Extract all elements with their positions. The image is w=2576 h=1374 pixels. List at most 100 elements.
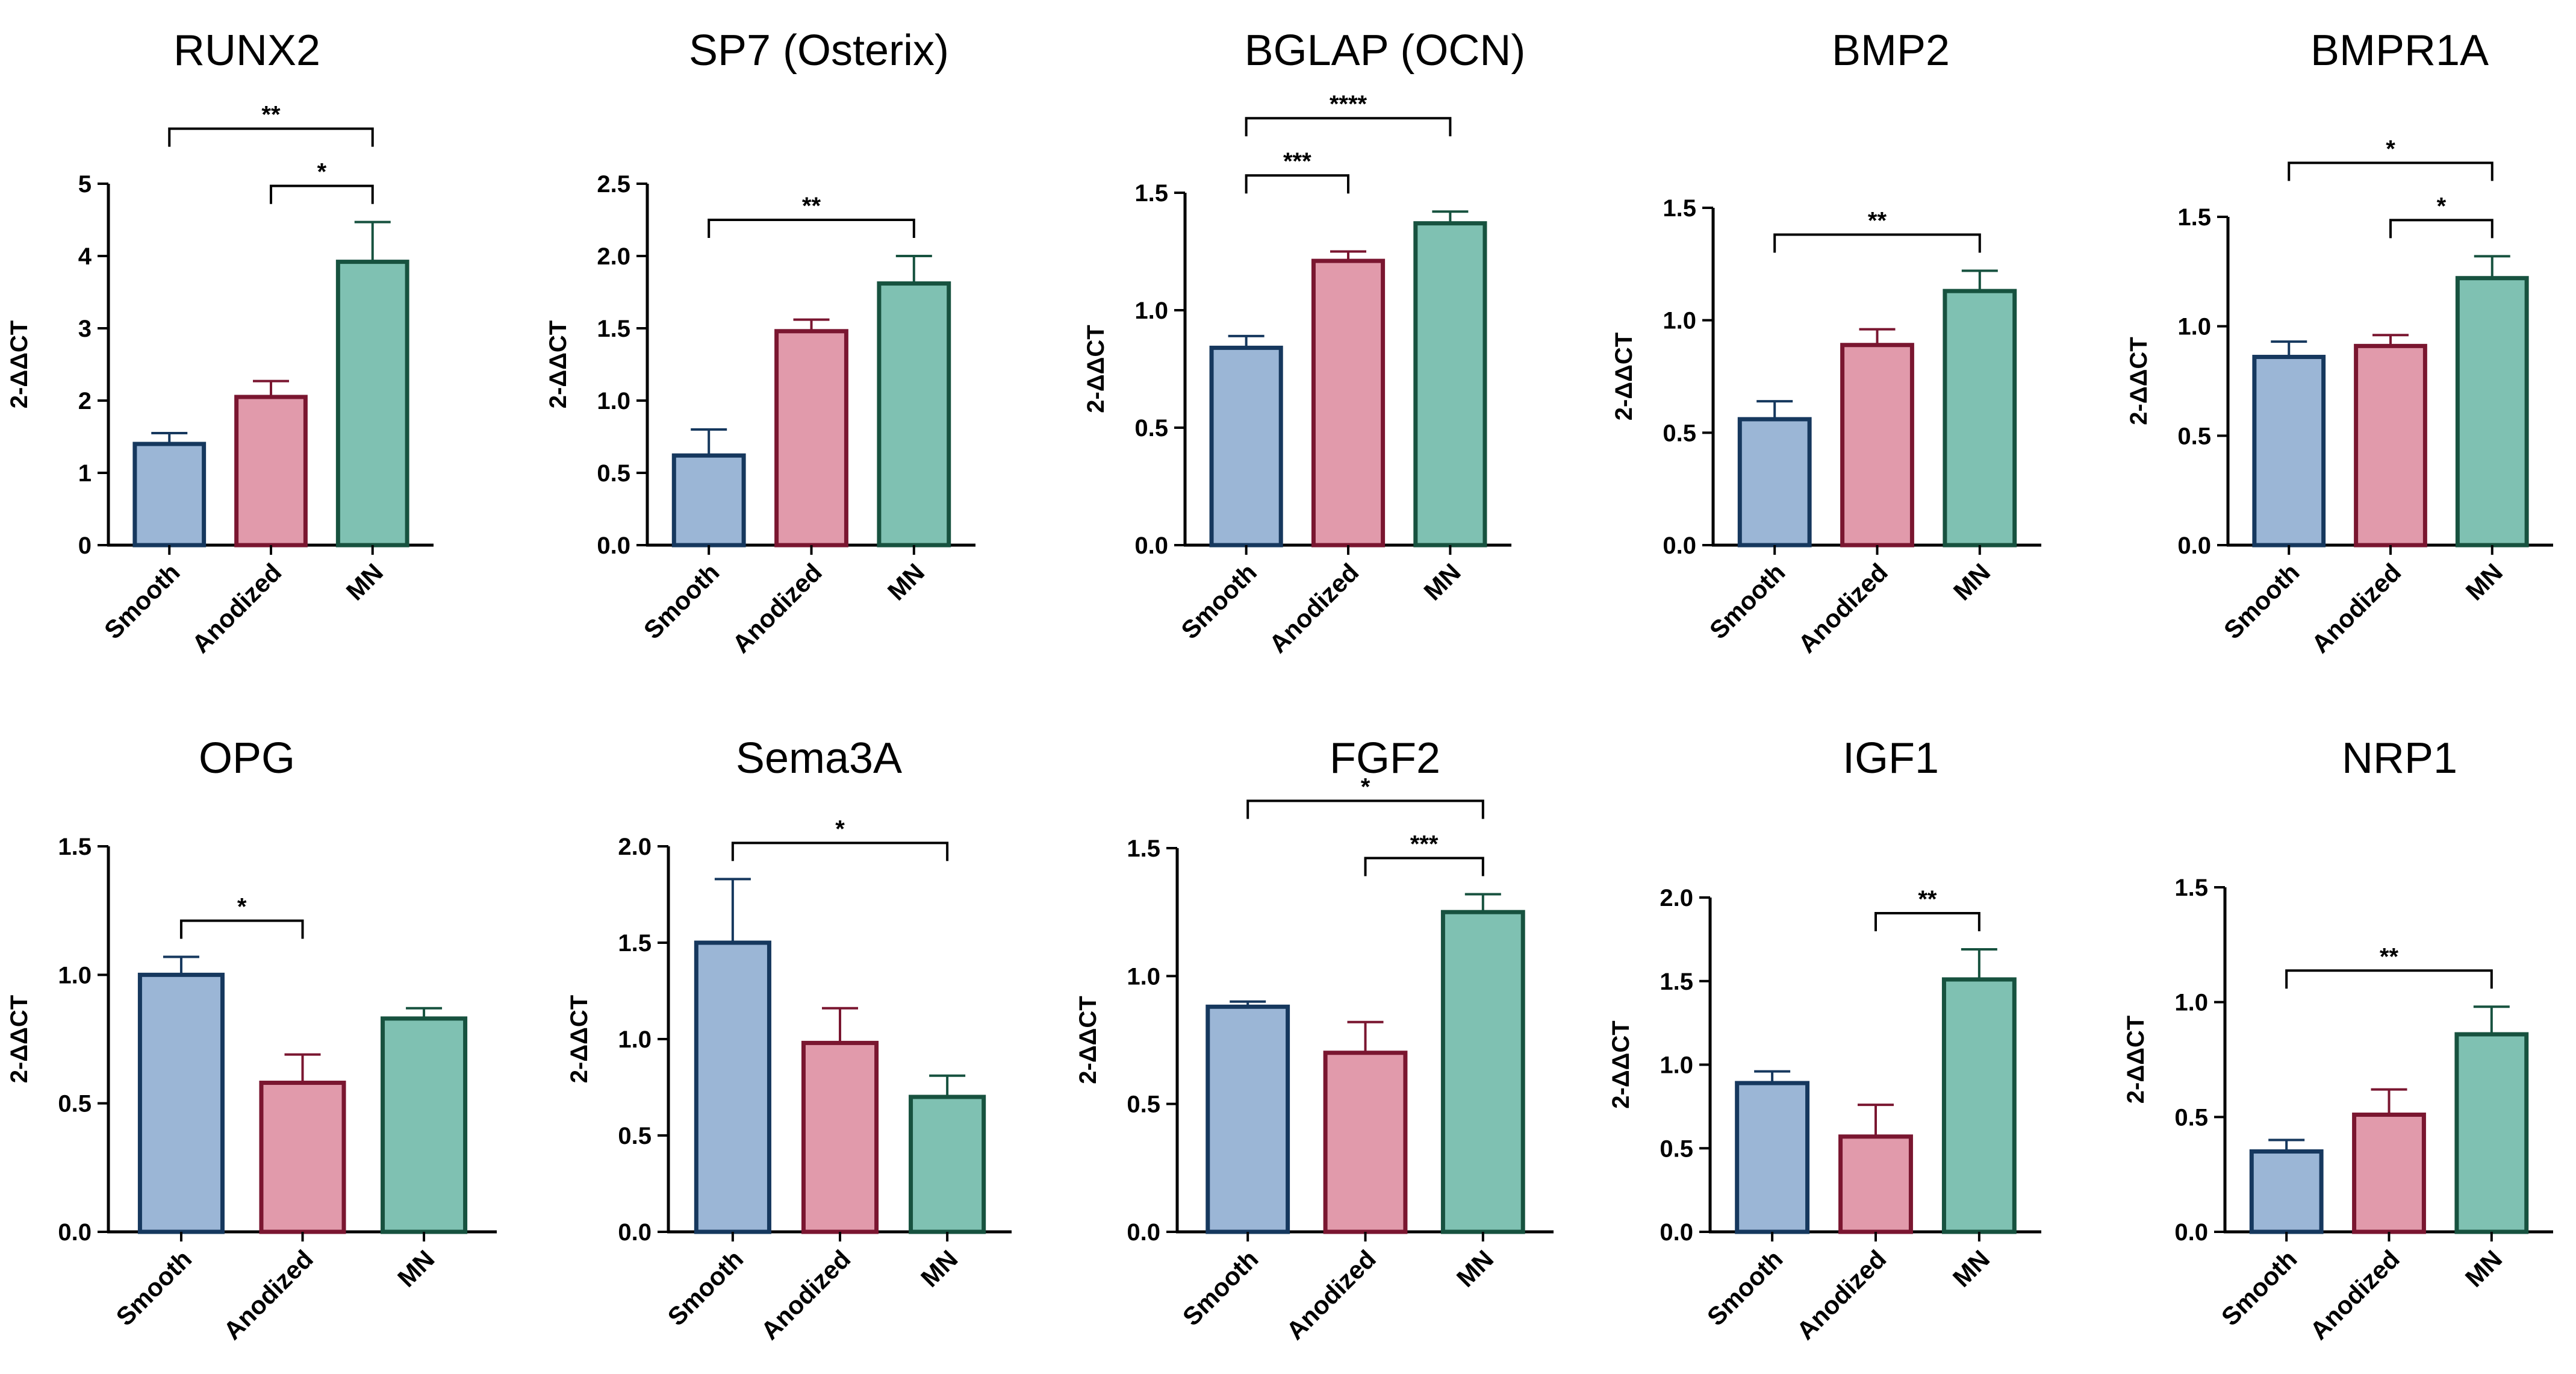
significance-label: ** (2380, 943, 2399, 970)
bar-smooth (2252, 355, 2326, 548)
panel-sp7-osterix: SP7 (Osterix) 0.0 0.5 1.0 1.5 2.0 2.5 2-ΔΔCT Smo… (545, 27, 975, 658)
category-label: MN (1451, 1244, 1499, 1292)
y-tick-label: 0.0 (1663, 532, 1696, 559)
category-label: MN (1947, 1244, 1995, 1292)
y-axis-label: 2-ΔΔCT (1608, 1020, 1634, 1108)
significance-bracket (1246, 799, 1484, 819)
y-tick-label: 2 (78, 388, 92, 414)
y-axis-label: 2-ΔΔCT (2123, 1016, 2149, 1104)
bar-mn (2454, 1032, 2529, 1234)
significance-bracket (708, 219, 915, 238)
category-label: Anodized (1281, 1244, 1381, 1345)
category-label: Smooth (662, 1244, 748, 1331)
category-label: Anodized (727, 558, 827, 658)
category-label: Anodized (218, 1244, 319, 1345)
y-tick-label: 3 (78, 316, 92, 342)
bar-mn (909, 1095, 986, 1234)
significance-label: * (1361, 773, 1370, 800)
significance-bracket (270, 184, 374, 204)
y-tick-label: 1.0 (2174, 990, 2208, 1016)
category-label: MN (392, 1244, 440, 1292)
bar-smooth (1206, 1004, 1290, 1234)
y-tick-label: 0.5 (2177, 423, 2211, 449)
significance-bracket (1773, 233, 1981, 253)
significance-label: * (237, 893, 247, 920)
significance-bracket (1245, 117, 1452, 137)
significance-label: ** (1868, 208, 1887, 234)
y-tick-label: 0.0 (618, 1219, 652, 1246)
significance-label: *** (1410, 831, 1439, 857)
significance-bracket (1364, 857, 1484, 876)
category-label: Smooth (1702, 1244, 1788, 1331)
significance-label: ** (802, 193, 821, 219)
bar-smooth (671, 453, 746, 548)
panel-sema3a: Sema3A 0.0 0.5 1.0 1.5 2.0 2-ΔΔCT Smooth Anodize… (566, 734, 1012, 1345)
category-label: MN (2460, 558, 2508, 605)
panel-title: FGF2 (1330, 734, 1440, 782)
bar-smooth (2249, 1149, 2324, 1234)
significance-label: * (835, 816, 845, 842)
y-axis-label: 2-ΔΔCT (6, 995, 33, 1083)
y-tick-label: 1.5 (1127, 835, 1160, 862)
bar-anodized (234, 395, 308, 548)
category-label: Anodized (755, 1244, 856, 1345)
y-tick-label: 0.5 (1134, 415, 1168, 442)
significance-label: * (2437, 193, 2447, 219)
y-tick-label: 1.5 (618, 930, 652, 957)
bar-mn (1413, 221, 1487, 548)
bar-anodized (1323, 1051, 1408, 1234)
significance-bracket (1245, 174, 1349, 194)
y-tick-label: 1.0 (597, 388, 630, 414)
y-axis-label: 2-ΔΔCT (6, 320, 33, 408)
category-label: Anodized (186, 558, 287, 658)
bar-smooth (694, 940, 771, 1234)
panel-title: RUNX2 (173, 27, 320, 75)
significance-label: *** (1283, 148, 1311, 175)
bar-mn (335, 260, 409, 548)
panel-title: SP7 (Osterix) (689, 27, 949, 75)
category-label: Anodized (2304, 1244, 2405, 1345)
y-tick-label: 0.5 (58, 1091, 92, 1117)
y-tick-label: 0.0 (1134, 532, 1168, 559)
bar-anodized (774, 329, 848, 548)
category-label: Anodized (1791, 1244, 1891, 1345)
bar-anodized (2354, 343, 2427, 548)
significance-label: * (317, 159, 327, 186)
bar-anodized (1840, 343, 1914, 548)
category-label: Anodized (1263, 558, 1364, 658)
y-tick-label: 0.0 (2177, 532, 2211, 559)
y-tick-label: 1.5 (2174, 875, 2208, 901)
panel-title: BGLAP (OCN) (1245, 27, 1526, 75)
y-axis-label: 2-ΔΔCT (1083, 325, 1109, 413)
bar-mn (1941, 977, 2017, 1234)
bar-smooth (1737, 417, 1812, 548)
y-tick-label: 1.0 (58, 962, 92, 988)
y-tick-label: 1.0 (1127, 963, 1160, 990)
category-label: MN (882, 558, 930, 605)
y-axis-label: 2-ΔΔCT (2126, 337, 2152, 425)
category-label: MN (341, 558, 388, 605)
bar-smooth (1209, 345, 1283, 548)
bar-anodized (1838, 1134, 1913, 1234)
y-tick-label: 0.5 (597, 460, 630, 487)
category-label: MN (1418, 558, 1466, 605)
panel-bmp2: BMP2 0.0 0.5 1.0 1.5 2-ΔΔCT Smooth Anodized MN ** (1611, 27, 2041, 658)
bar-anodized (2352, 1113, 2426, 1234)
y-tick-label: 1 (78, 460, 92, 487)
y-tick-label: 0.5 (618, 1123, 652, 1149)
category-label: Smooth (2216, 1244, 2303, 1331)
category-label: Smooth (99, 558, 185, 645)
y-tick-label: 0.5 (1663, 420, 1696, 446)
bar-smooth (1735, 1081, 1810, 1234)
panel-title: Sema3A (736, 734, 902, 782)
y-axis-label: 2-ΔΔCT (1075, 996, 1101, 1084)
significance-label: ** (261, 102, 281, 128)
y-tick-label: 1.5 (1134, 180, 1168, 207)
category-label: MN (915, 1244, 963, 1292)
category-label: Anodized (2306, 558, 2406, 658)
bar-anodized (259, 1081, 346, 1234)
panel-nrp1: NRP1 0.0 0.5 1.0 1.5 2-ΔΔCT Smooth Anodized MN ** (2123, 734, 2553, 1345)
y-axis-label: 2-ΔΔCT (566, 995, 593, 1083)
